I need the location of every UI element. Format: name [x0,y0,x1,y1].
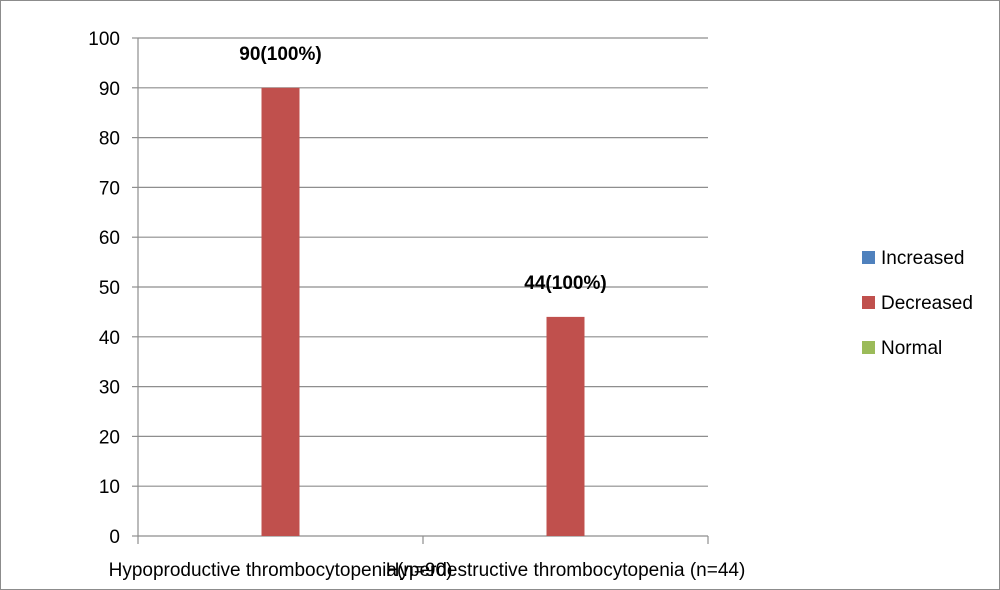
legend-label-increased: Increased [881,248,964,269]
y-tick-label: 30 [99,378,120,399]
legend-swatch-decreased [862,296,875,309]
data-label: 90(100%) [239,44,321,65]
legend-label-normal: Normal [881,338,942,359]
category-label: Hyperdestructive thrombocytopenia (n=44) [386,560,746,581]
legend-swatch-increased [862,251,875,264]
y-tick-label: 90 [99,79,120,100]
y-tick-label: 70 [99,178,120,199]
bar-decreased-1 [547,317,585,536]
gridlines [132,38,708,536]
x-axis-category-labels: Hypoproductive thrombocytopenia(n=90)Hyp… [109,560,746,581]
y-tick-label: 60 [99,228,120,249]
legend-swatch-normal [862,341,875,354]
x-axis-ticks [138,536,708,544]
legend-label-decreased: Decreased [881,293,973,314]
y-tick-label: 20 [99,427,120,448]
bar-decreased-0 [262,88,300,536]
legend: Increased Decreased Normal [862,248,973,359]
y-tick-label: 50 [99,278,120,299]
y-tick-label: 80 [99,129,120,150]
y-tick-label: 10 [99,477,120,498]
y-tick-label: 100 [88,29,120,50]
y-tick-label: 0 [109,527,120,548]
y-axis-tick-labels: 0 10 20 30 40 50 60 70 80 90 100 [88,29,120,548]
data-label: 44(100%) [524,273,606,294]
bars [262,88,585,536]
y-tick-label: 40 [99,328,120,349]
